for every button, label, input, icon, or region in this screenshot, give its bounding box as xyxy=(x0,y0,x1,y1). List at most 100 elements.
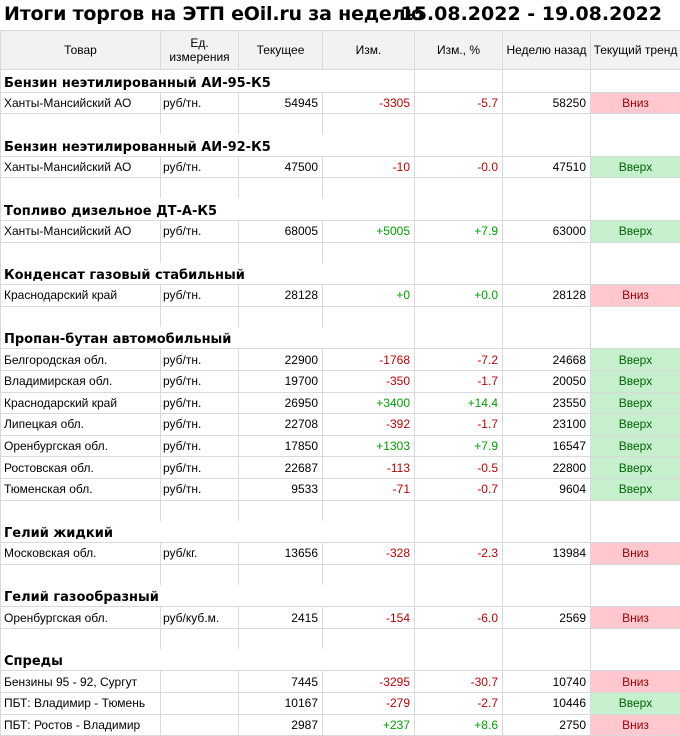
row-unit: руб/тн. xyxy=(161,220,239,242)
row-trend-badge: Вверх xyxy=(591,693,680,715)
section-header-filler xyxy=(503,263,591,285)
spacer-cell xyxy=(1,306,161,327)
row-change: -1768 xyxy=(323,349,415,371)
spacer-cell xyxy=(503,178,591,199)
row-change: -71 xyxy=(323,478,415,500)
spacer-cell xyxy=(161,500,239,521)
section-header-filler xyxy=(591,134,680,156)
row-trend-badge: Вверх xyxy=(591,478,680,500)
row-week-ago-value: 47510 xyxy=(503,156,591,178)
spacer-cell xyxy=(503,564,591,585)
spacer-cell xyxy=(1,628,161,649)
row-current-value: 7445 xyxy=(239,671,323,693)
spacer-cell xyxy=(323,114,415,135)
row-change-pct: -5.7 xyxy=(415,92,503,114)
section-header-row: Бензин неэтилированный АИ-95-К5 xyxy=(1,70,680,93)
row-change-pct: +7.9 xyxy=(415,220,503,242)
row-trend-badge: Вверх xyxy=(591,414,680,436)
row-region: Оренбургская обл. xyxy=(1,435,161,457)
row-change-pct: -7.2 xyxy=(415,349,503,371)
row-change-pct: -0.0 xyxy=(415,156,503,178)
row-current-value: 2987 xyxy=(239,714,323,736)
spacer-cell xyxy=(591,242,680,263)
section-header-row: Гелий жидкий xyxy=(1,521,680,543)
row-change: -350 xyxy=(323,370,415,392)
row-week-ago-value: 24668 xyxy=(503,349,591,371)
spacer-cell xyxy=(239,242,323,263)
row-change: -3295 xyxy=(323,671,415,693)
row-unit xyxy=(161,671,239,693)
section-header-filler xyxy=(591,198,680,220)
spacer-cell xyxy=(415,242,503,263)
row-current-value: 22687 xyxy=(239,457,323,479)
row-trend-badge: Вверх xyxy=(591,370,680,392)
row-current-value: 47500 xyxy=(239,156,323,178)
spacer-cell xyxy=(161,306,239,327)
row-week-ago-value: 23550 xyxy=(503,392,591,414)
section-header-filler xyxy=(323,327,415,349)
row-current-value: 26950 xyxy=(239,392,323,414)
row-region: Краснодарский край xyxy=(1,285,161,307)
section-title: Спреды xyxy=(1,649,323,671)
row-change: -113 xyxy=(323,457,415,479)
row-week-ago-value: 9604 xyxy=(503,478,591,500)
spacer-cell xyxy=(503,500,591,521)
spacer-cell xyxy=(415,114,503,135)
section-header-filler xyxy=(415,585,503,607)
row-unit: руб/тн. xyxy=(161,370,239,392)
row-change-pct: -30.7 xyxy=(415,671,503,693)
row-change-pct: -1.7 xyxy=(415,370,503,392)
spacer-cell xyxy=(1,564,161,585)
row-trend-badge: Вниз xyxy=(591,607,680,629)
section-header-filler xyxy=(415,70,503,93)
row-current-value: 17850 xyxy=(239,435,323,457)
row-change-pct: +8.6 xyxy=(415,714,503,736)
section-spacer xyxy=(1,114,680,135)
row-change-pct: +7.9 xyxy=(415,435,503,457)
row-change-pct: -2.3 xyxy=(415,543,503,565)
section-header-row: Конденсат газовый стабильный xyxy=(1,263,680,285)
row-change: +0 xyxy=(323,285,415,307)
spacer-cell xyxy=(323,178,415,199)
row-change: -3305 xyxy=(323,92,415,114)
row-unit: руб/тн. xyxy=(161,92,239,114)
row-region: ПБТ: Владимир - Тюмень xyxy=(1,693,161,715)
row-trend-badge: Вверх xyxy=(591,392,680,414)
spacer-cell xyxy=(503,306,591,327)
row-current-value: 10167 xyxy=(239,693,323,715)
spacer-cell xyxy=(415,178,503,199)
row-trend-badge: Вверх xyxy=(591,349,680,371)
section-header-filler xyxy=(323,198,415,220)
row-unit: руб/тн. xyxy=(161,349,239,371)
spacer-cell xyxy=(591,564,680,585)
row-change: +3400 xyxy=(323,392,415,414)
section-title: Бензин неэтилированный АИ-95-К5 xyxy=(1,70,323,93)
row-region: ПБТ: Ростов - Владимир xyxy=(1,714,161,736)
spacer-cell xyxy=(591,114,680,135)
section-header-filler xyxy=(503,134,591,156)
section-header-filler xyxy=(503,649,591,671)
spacer-cell xyxy=(323,628,415,649)
spacer-cell xyxy=(161,628,239,649)
row-trend-badge: Вверх xyxy=(591,435,680,457)
spacer-cell xyxy=(415,306,503,327)
spacer-cell xyxy=(323,564,415,585)
row-trend-badge: Вниз xyxy=(591,285,680,307)
spacer-cell xyxy=(591,628,680,649)
row-current-value: 2415 xyxy=(239,607,323,629)
section-header-filler xyxy=(591,521,680,543)
section-header-row: Пропан-бутан автомобильный xyxy=(1,327,680,349)
spacer-cell xyxy=(239,114,323,135)
row-region: Оренбургская обл. xyxy=(1,607,161,629)
row-change-pct: +0.0 xyxy=(415,285,503,307)
spacer-cell xyxy=(1,242,161,263)
report-title: Итоги торгов на ЭТП eOil.ru за неделю xyxy=(4,3,424,25)
trading-results-table: Товар Ед. измерения Текущее Изм. Изм., %… xyxy=(0,30,680,736)
